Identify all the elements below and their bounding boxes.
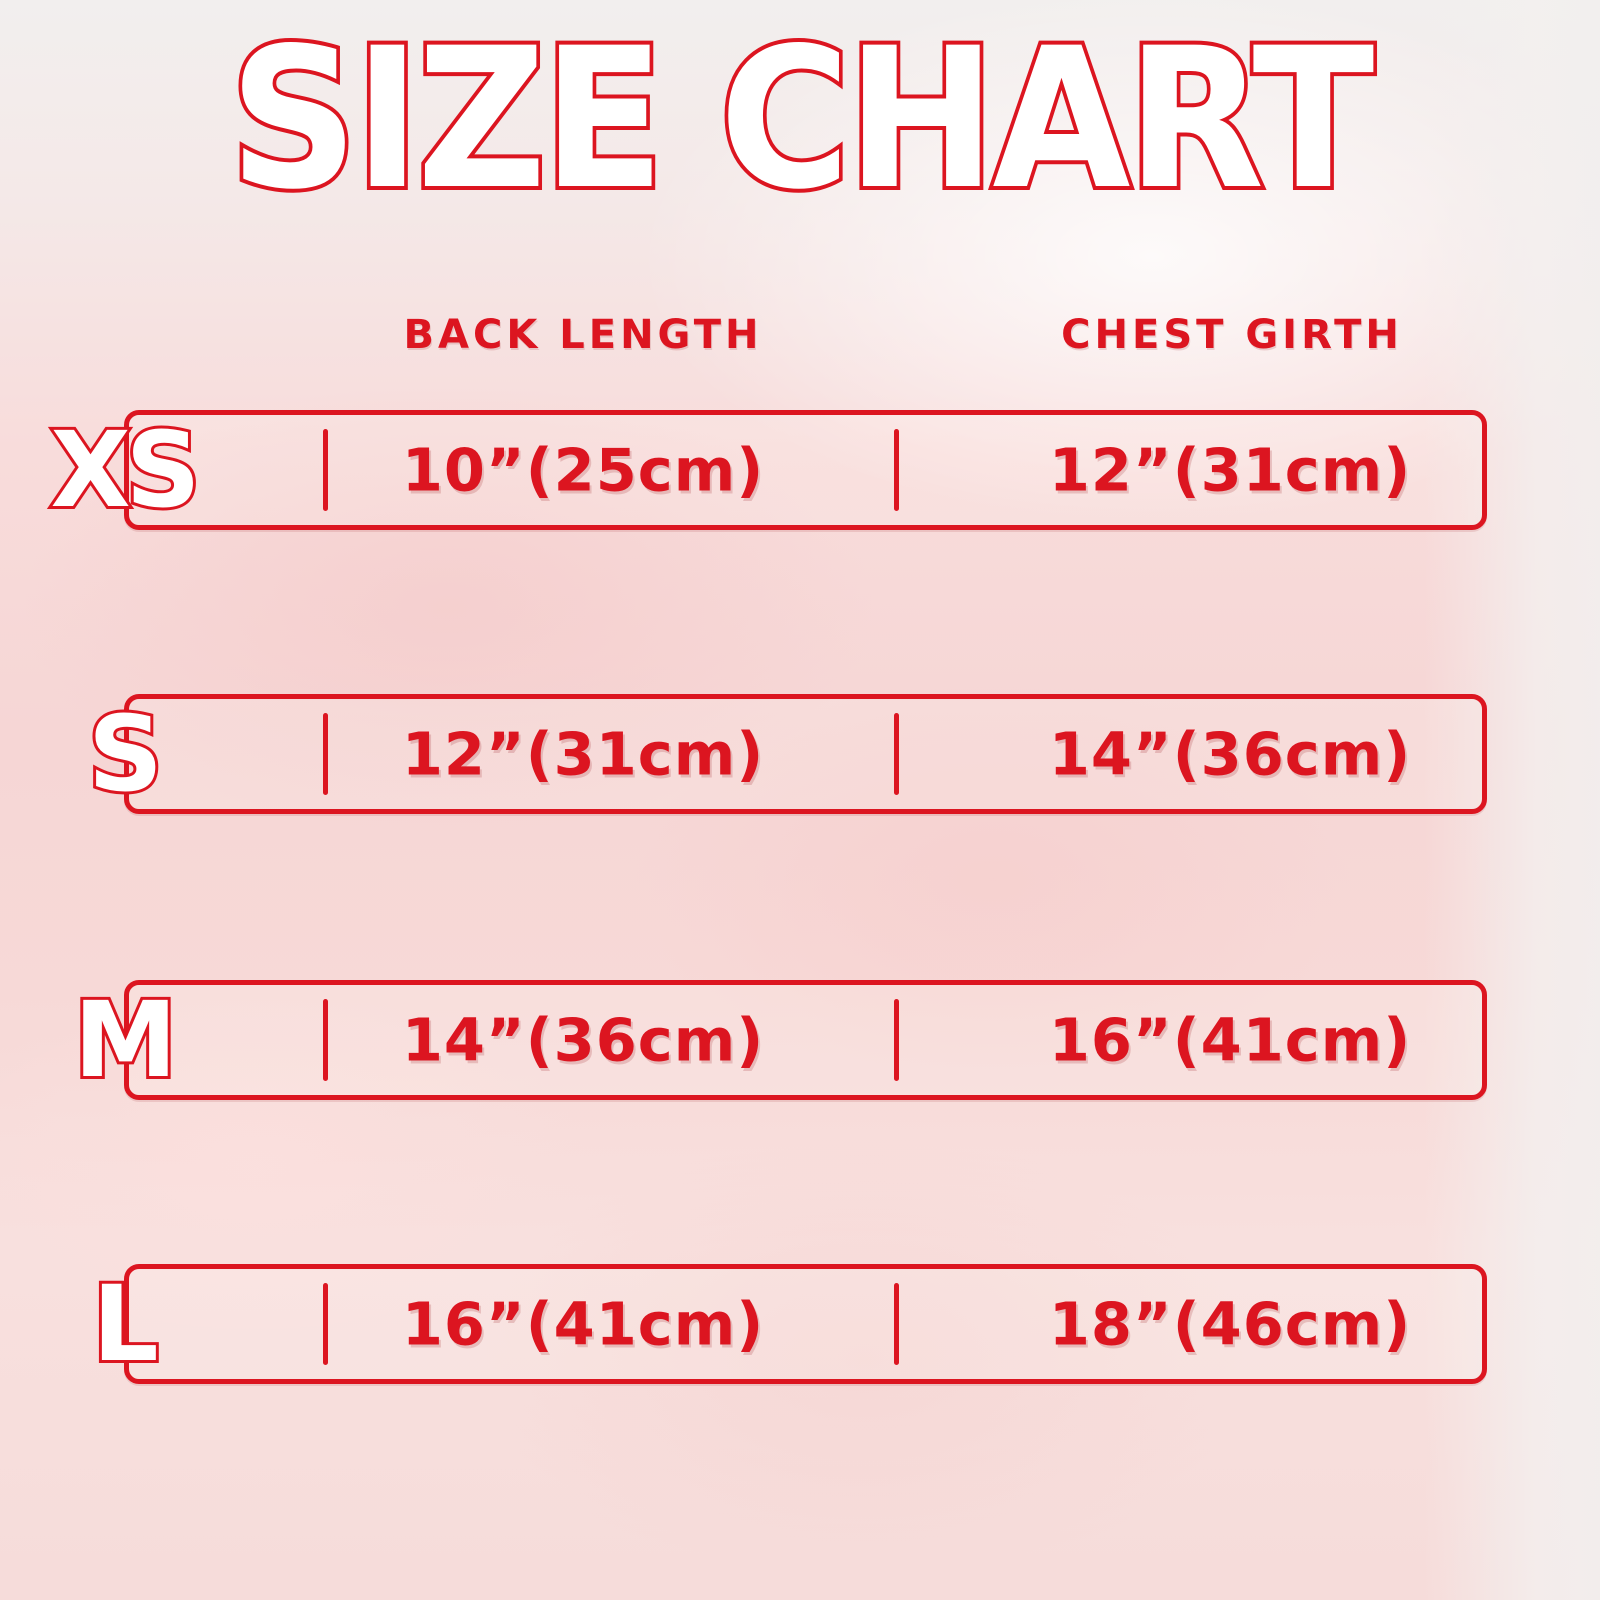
back-length-value-xs: 10”(25cm) — [401, 435, 765, 505]
column-divider — [323, 1283, 328, 1365]
chest-girth-value-s: 14”(36cm) — [1048, 719, 1412, 789]
column-divider — [894, 429, 899, 511]
column-divider — [894, 713, 899, 795]
size-label-xs: XS — [47, 409, 203, 531]
column-divider — [894, 1283, 899, 1365]
column-divider — [323, 999, 328, 1081]
size-label-s: S — [85, 693, 166, 815]
column-divider — [894, 999, 899, 1081]
chest-girth-value-xs: 12”(31cm) — [1048, 435, 1412, 505]
chest-girth-value-l: 18”(46cm) — [1048, 1289, 1412, 1359]
column-header-back-length: BACK LENGTH — [403, 312, 763, 358]
back-length-value-l: 16”(41cm) — [401, 1289, 765, 1359]
chest-girth-value-m: 16”(41cm) — [1048, 1005, 1412, 1075]
table-row-l: L 16”(41cm) 18”(46cm) — [89, 1264, 1487, 1384]
page-title: SIZE CHART — [226, 6, 1378, 232]
size-label-m: M — [71, 979, 180, 1101]
column-header-chest-girth: CHEST GIRTH — [1061, 312, 1403, 358]
table-row-xs: XS 10”(25cm) 12”(31cm) — [47, 410, 1487, 530]
column-divider — [323, 429, 328, 511]
table-row-s: S 12”(31cm) 14”(36cm) — [85, 694, 1487, 814]
size-label-l: L — [89, 1263, 161, 1385]
back-length-value-m: 14”(36cm) — [401, 1005, 765, 1075]
back-length-value-s: 12”(31cm) — [401, 719, 765, 789]
table-row-m: M 14”(36cm) 16”(41cm) — [71, 980, 1487, 1100]
column-divider — [323, 713, 328, 795]
